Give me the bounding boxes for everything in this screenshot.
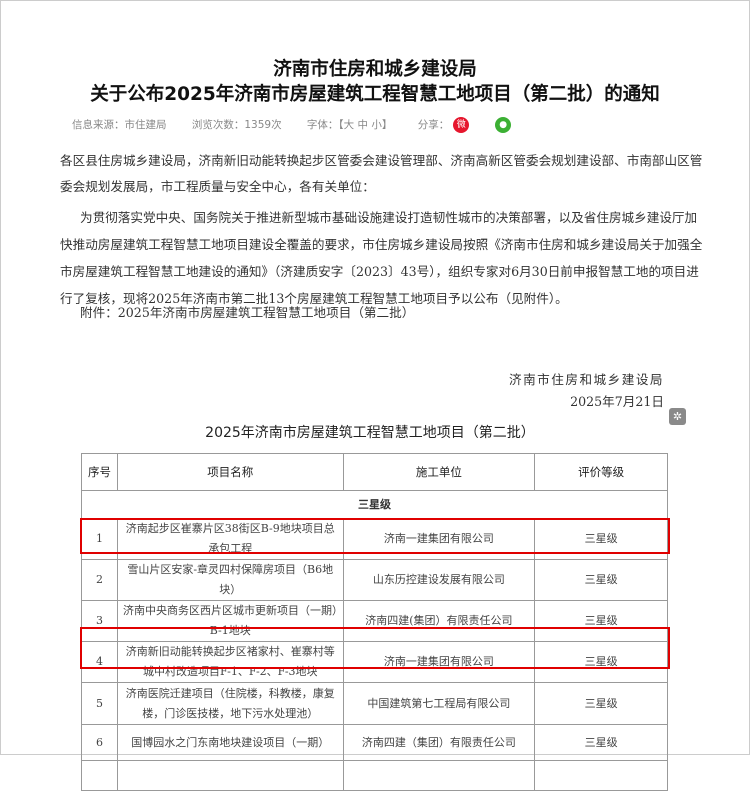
- cell-level: 三星级: [534, 641, 668, 683]
- view-count: 浏览次数：1359次: [191, 119, 282, 131]
- projects-table: 序号 项目名称 施工单位 评价等级 三星级 1 济南起步区崔寨片区38街区B-9…: [81, 453, 668, 791]
- cell-level: 三星级: [534, 559, 668, 601]
- table-row: [81, 760, 668, 791]
- cell-no: 2: [81, 559, 118, 601]
- cell-company: 济南一建集团有限公司: [342, 641, 536, 683]
- cell-level: 三星级: [534, 682, 668, 725]
- page-title-line1: 济南市住房和城乡建设局: [273, 59, 477, 80]
- cell-company: 中国建筑第七工程局有限公司: [342, 682, 536, 725]
- table-title: 2025年济南市房屋建筑工程智慧工地项目（第二批）: [205, 425, 535, 441]
- cell-no: 3: [81, 600, 118, 642]
- table-row: 5 济南医院迁建项目（住院楼，科教楼，康复楼，门诊医技楼，地下污水处理池） 中国…: [81, 682, 668, 725]
- meta-bar: 信息来源：市住建局 浏览次数：1359次 字体：【大 中 小】 分享：微 ●: [72, 117, 533, 133]
- cell-company: 济南四建（集团）有限责任公司: [342, 724, 536, 761]
- cell-no: 1: [81, 518, 118, 560]
- cell-name: 济南医院迁建项目（住院楼，科教楼，康复楼，门诊医技楼，地下污水处理池）: [116, 682, 344, 725]
- share-label: 分享：: [417, 119, 450, 131]
- cell-company: 济南四建(集团）有限责任公司: [342, 600, 536, 642]
- page-title-line2: 关于公布2025年济南市房屋建筑工程智慧工地项目（第二批）的通知: [90, 84, 660, 105]
- info-source: 信息来源：市住建局: [72, 119, 167, 131]
- header-name: 项目名称: [116, 453, 344, 491]
- cell-level: 三星级: [534, 518, 668, 560]
- font-size-selector[interactable]: 字体：【大 中 小】: [306, 119, 393, 131]
- weibo-icon[interactable]: 微: [453, 117, 470, 133]
- cell-level: 三星级: [534, 600, 668, 642]
- cell-name: 济南新旧动能转换起步区褚家村、崔寨村等城中村改造项目F-1、F-2、F-3地块: [116, 641, 344, 683]
- wechat-icon[interactable]: ●: [495, 117, 512, 133]
- magic-wand-icon[interactable]: ✲: [669, 408, 686, 425]
- attachment-link[interactable]: 附件：2025年济南市房屋建筑工程智慧工地项目（第二批）: [80, 305, 415, 320]
- paragraph-line: 委会规划发展局，市工程质量与安全中心，各有关单位：: [60, 179, 375, 194]
- signature: 济南市住房和城乡建设局: [508, 372, 664, 387]
- header-level: 评价等级: [534, 453, 668, 491]
- cell-no: 4: [81, 641, 118, 683]
- paragraph-line: 为贯彻落实党中央、国务院关于推进新型城市基础设施建设打造韧性城市的决策部署，以及…: [80, 210, 698, 225]
- paragraph-line: 各区县住房城乡建设局，济南新旧动能转换起步区管委会建设管理部、济南高新区管委会规…: [60, 153, 703, 168]
- table-header-row: 序号 项目名称 施工单位 评价等级: [81, 453, 668, 491]
- table-row: 2 雪山片区安家-章灵四村保障房项目（B6地块） 山东历控建设发展有限公司 三星…: [81, 559, 668, 601]
- cell-no: 5: [81, 682, 118, 725]
- table-row: 1 济南起步区崔寨片区38街区B-9地块项目总承包工程 济南一建集团有限公司 三…: [81, 518, 668, 560]
- paragraph-line: 行了复核，现将2025年济南市第二批13个房屋建筑工程智慧工地项目予以公布（见附…: [60, 291, 568, 306]
- header-no: 序号: [81, 453, 118, 491]
- cell-name: 雪山片区安家-章灵四村保障房项目（B6地块）: [116, 559, 344, 601]
- cell-level: 三星级: [534, 724, 668, 761]
- cell-name: 国博园水之门东南地块建设项目（一期）: [116, 724, 344, 761]
- cell-company: 山东历控建设发展有限公司: [342, 559, 536, 601]
- section-label: 三星级: [81, 490, 668, 519]
- cell-name: 济南起步区崔寨片区38街区B-9地块项目总承包工程: [116, 518, 344, 560]
- table-row: 6 国博园水之门东南地块建设项目（一期） 济南四建（集团）有限责任公司 三星级: [81, 724, 668, 761]
- cell-company: 济南一建集团有限公司: [342, 518, 536, 560]
- date: 2025年7月21日: [570, 394, 664, 409]
- section-row: 三星级: [81, 490, 668, 519]
- table-row: 4 济南新旧动能转换起步区褚家村、崔寨村等城中村改造项目F-1、F-2、F-3地…: [81, 641, 668, 683]
- paragraph-line: 市房屋建筑工程智慧工地建设的通知》（济建质安字〔2023〕43号），组织专家对6…: [60, 264, 699, 279]
- table-row: 3 济南中央商务区西片区城市更新项目（一期）B-1地块 济南四建(集团）有限责任…: [81, 600, 668, 642]
- paragraph-line: 快推动房屋建筑工程智慧工地项目建设全覆盖的要求，市住房城乡建设局按照《济南市住房…: [60, 237, 703, 252]
- cell-no: 6: [81, 724, 118, 761]
- cell-name: 济南中央商务区西片区城市更新项目（一期）B-1地块: [116, 600, 344, 642]
- header-company: 施工单位: [342, 453, 536, 491]
